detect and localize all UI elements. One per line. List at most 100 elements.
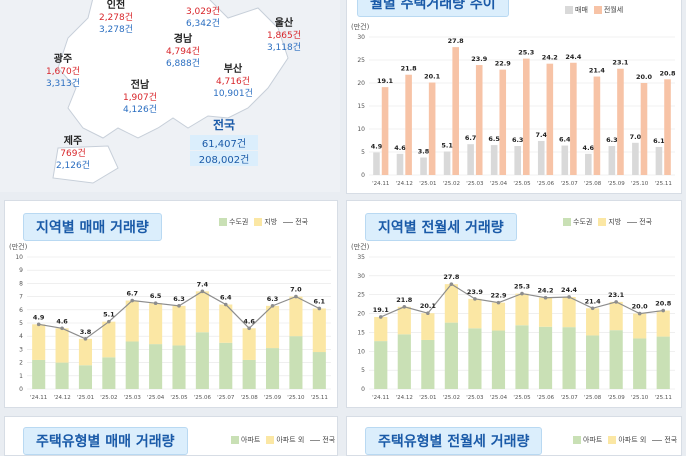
data-label: 21.4 xyxy=(589,67,606,75)
bar-metro xyxy=(32,359,46,389)
data-label: 27.8 xyxy=(443,273,460,281)
national-point xyxy=(426,311,430,315)
bar-metro xyxy=(397,334,411,389)
bar-sale xyxy=(561,145,569,175)
x-tick-label: '25.10 xyxy=(287,395,305,401)
x-tick-label: '25.11 xyxy=(655,395,672,401)
type-sale-chart-panel: 주택유형별 매매 거래량 아파트 아파트 외 전국 xyxy=(4,416,338,456)
bar-metro xyxy=(55,362,69,389)
data-label: 6.3 xyxy=(267,295,279,303)
bar-local xyxy=(289,296,303,337)
rent-region-chart-panel: 지역별 전월세 거래량 수도권 지방 전국 (만건) 0 5 10 15 20 25 30 35… xyxy=(346,200,682,408)
legend-local: 지방 xyxy=(598,217,621,227)
bar-local xyxy=(195,291,209,333)
region-daegu: 3,029건 6,342건 xyxy=(185,7,221,29)
x-tick-label: '25.09 xyxy=(264,395,282,401)
bar-local xyxy=(219,304,233,343)
data-label: 20.8 xyxy=(655,300,672,308)
y-tick-label: 5 xyxy=(361,149,365,156)
data-label: 23.9 xyxy=(467,288,484,296)
data-label: 6.5 xyxy=(488,135,500,143)
x-tick-label: '25.01 xyxy=(419,395,436,401)
national-point xyxy=(153,301,158,305)
y-tick-label: 30 xyxy=(357,273,365,280)
bar-sale xyxy=(585,153,592,175)
data-label: 21.4 xyxy=(585,297,602,305)
data-label: 22.9 xyxy=(490,292,507,300)
data-label: 6.3 xyxy=(512,136,524,144)
sale-region-chart-panel: 지역별 매매 거래량 수도권 지방 전국 (만건) 0 1 2 3 4 5 6 7 8 9 10 '24… xyxy=(4,200,338,408)
bar-rent xyxy=(428,82,436,175)
type-rent-chart-title: 주택유형별 전월세 거래량 xyxy=(365,427,543,455)
bar-local xyxy=(374,316,388,342)
type-rent-chart-panel: 주택유형별 전월세 거래량 아파트 아파트 외 전국 xyxy=(346,416,682,456)
data-label: 6.1 xyxy=(314,297,326,305)
data-label: 20.1 xyxy=(424,73,441,81)
data-label: 4.6 xyxy=(394,144,406,152)
bar-local xyxy=(102,321,116,358)
bar-local xyxy=(444,284,458,323)
bar-rent xyxy=(593,76,601,175)
bar-metro xyxy=(538,326,553,389)
type-sale-legend: 아파트 아파트 외 전국 xyxy=(231,435,335,445)
bar-sale xyxy=(396,153,404,175)
national-point xyxy=(590,306,595,311)
national-point xyxy=(496,300,501,305)
data-label: 24.4 xyxy=(565,53,582,61)
x-tick-label: '25.06 xyxy=(537,181,555,187)
x-tick-label: '25.05 xyxy=(513,395,531,401)
bar-metro xyxy=(289,336,303,389)
y-tick-label: 15 xyxy=(357,103,365,110)
national-point xyxy=(60,326,64,331)
legend-national: 전국 xyxy=(283,217,308,227)
bar-local xyxy=(515,293,529,326)
bar-metro xyxy=(242,359,256,389)
x-tick-label: '25.06 xyxy=(537,395,555,401)
region-map-panel: 인천 2,278건 3,278건 3,029건 6,342건 울산 1,865건… xyxy=(0,0,340,192)
data-label: 20.8 xyxy=(660,69,677,77)
bar-metro xyxy=(125,341,139,389)
y-tick-label: 5 xyxy=(361,367,365,374)
x-tick-label: '25.05 xyxy=(170,395,188,401)
data-label: 24.4 xyxy=(561,286,578,294)
national-point xyxy=(83,337,88,341)
bar-local xyxy=(538,297,553,327)
data-label: 25.3 xyxy=(518,49,534,57)
y-tick-label: 10 xyxy=(357,348,365,355)
bar-metro xyxy=(374,341,388,389)
data-label: 6.5 xyxy=(150,292,162,300)
type-rent-legend: 아파트 아파트 외 전국 xyxy=(573,435,677,445)
national-point xyxy=(473,297,477,301)
bar-local xyxy=(32,324,46,360)
x-tick-label: '25.03 xyxy=(466,395,484,401)
bar-sale xyxy=(490,145,498,175)
national-point xyxy=(130,298,135,303)
y-tick-label: 15 xyxy=(357,329,365,336)
bar-sale xyxy=(537,140,545,175)
region-jeonnam: 전남 1,907건 4,126건 xyxy=(122,80,158,115)
x-tick-label: '24.12 xyxy=(396,181,413,187)
legend-apt: 아파트 xyxy=(573,435,602,445)
bar-sale xyxy=(608,146,616,175)
bar-local xyxy=(562,296,576,328)
bar-sale xyxy=(373,152,380,175)
x-tick-label: '25.04 xyxy=(490,181,508,187)
region-busan: 부산 4,716건 10,901건 xyxy=(213,64,253,99)
y-tick-label: 3 xyxy=(19,346,23,353)
legend-national: 전국 xyxy=(310,435,335,445)
bar-rent xyxy=(381,87,389,175)
bar-metro xyxy=(149,344,163,389)
y-unit-label: (만건) xyxy=(351,242,370,251)
legend-local: 지방 xyxy=(254,217,277,227)
x-tick-label: '25.08 xyxy=(584,395,602,401)
bar-local xyxy=(312,308,326,353)
data-label: 7.4 xyxy=(535,131,547,139)
region-gwangju: 광주 1,670건 3,313건 xyxy=(45,54,81,89)
national-label: 전국 xyxy=(212,118,236,132)
bar-local xyxy=(633,313,647,339)
y-tick-label: 35 xyxy=(357,254,365,261)
national-point xyxy=(200,289,205,294)
bar-metro xyxy=(421,339,435,389)
national-point xyxy=(36,322,41,327)
bar-sale xyxy=(632,142,639,175)
